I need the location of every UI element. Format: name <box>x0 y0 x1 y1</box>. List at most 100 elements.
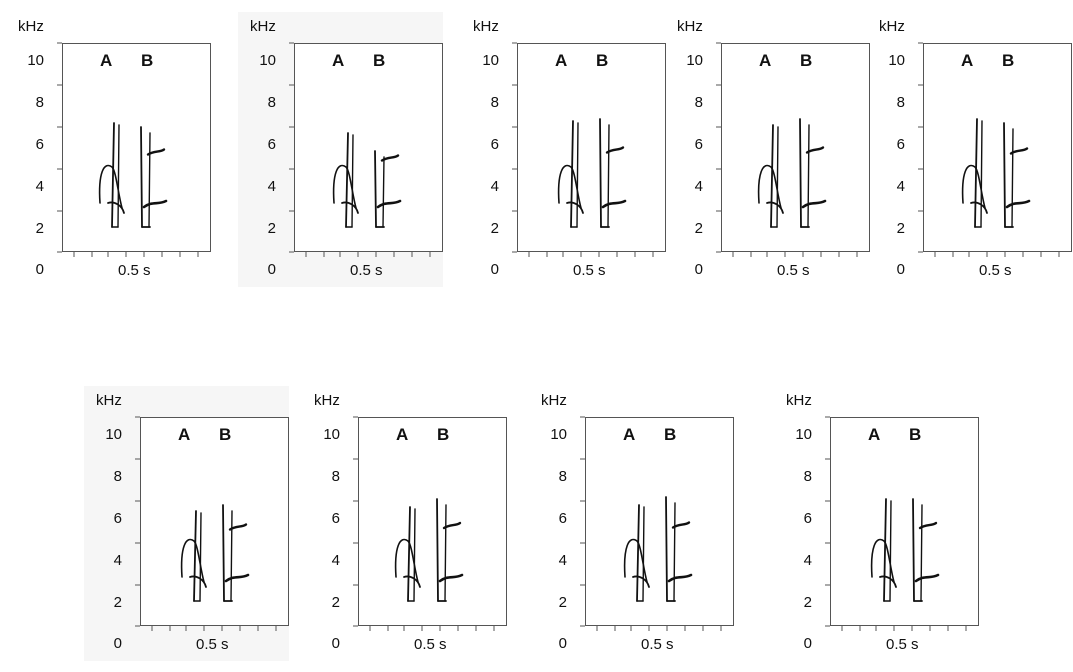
note-b-lower <box>667 573 693 583</box>
x-axis-scale-label: 0.5 s <box>196 636 229 653</box>
sonogram-traces <box>289 42 431 257</box>
note-label-a: A <box>100 51 113 70</box>
y-tick-label: 6 <box>113 510 122 527</box>
note-a-stroke-left <box>636 504 640 602</box>
note-b-upper <box>380 154 400 162</box>
sonogram-traces <box>825 416 967 631</box>
y-tick-label: 2 <box>35 220 44 237</box>
x-axis-scale-label: 0.5 s <box>350 262 383 279</box>
sonogram-figure: kHz 10 8 6 4 2 0 A B 0.5 s kHz 10 8 6 4 2 0 A B 0.5 s kHz 10 8… <box>18 18 1073 653</box>
note-b-lower <box>1005 199 1031 209</box>
sonogram-traces <box>716 42 858 257</box>
x-axis-scale-label: 0.5 s <box>641 636 674 653</box>
note-a-stroke-right <box>776 126 779 228</box>
note-label-b: B <box>909 425 922 444</box>
note-a-stroke-left <box>974 118 978 228</box>
y-tick-label: 0 <box>490 261 499 278</box>
note-a-mid <box>879 575 897 588</box>
sonogram-panel: kHz 10 8 6 4 2 0 A B 0.5 s <box>677 18 907 298</box>
note-b-stroke-right <box>807 124 810 228</box>
note-b-stroke-right <box>382 156 385 228</box>
note-a-stroke-left <box>770 124 774 228</box>
sonogram-panel: kHz 10 8 6 4 2 0 A B 0.5 s <box>314 392 544 672</box>
note-label-a: A <box>555 51 568 70</box>
y-tick-label: 10 <box>482 52 499 69</box>
note-b-stroke-left <box>799 118 802 228</box>
note-b-stroke-left <box>912 498 915 602</box>
note-a-mid <box>341 201 359 214</box>
y-tick-label: 4 <box>267 178 276 195</box>
sonogram-traces <box>580 416 722 631</box>
y-tick-label: 0 <box>558 635 567 652</box>
note-b-lower <box>914 573 940 583</box>
note-b-stroke-right <box>1011 128 1014 228</box>
note-a-stroke-left <box>883 498 887 602</box>
sonogram-frame <box>923 43 1072 252</box>
y-tick-label: 8 <box>694 94 703 111</box>
note-label-a: A <box>623 425 636 444</box>
note-b-stroke-right <box>230 510 233 602</box>
note-label-b: B <box>141 51 154 70</box>
y-tick-label: 0 <box>113 635 122 652</box>
note-b-stroke-left <box>374 150 377 228</box>
note-label-b: B <box>596 51 609 70</box>
y-tick-label: 2 <box>896 220 905 237</box>
note-b-upper <box>228 523 248 531</box>
y-tick-label: 8 <box>331 468 340 485</box>
note-b-lower <box>376 199 402 209</box>
x-axis-scale-label: 0.5 s <box>886 636 919 653</box>
y-axis-unit: kHz <box>879 18 905 35</box>
sonogram-frame <box>294 43 443 252</box>
y-tick-label: 4 <box>331 552 340 569</box>
y-tick-label: 10 <box>105 426 122 443</box>
y-tick-label: 8 <box>803 468 812 485</box>
note-label-b: B <box>800 51 813 70</box>
y-axis-unit: kHz <box>18 18 44 35</box>
y-tick-label: 2 <box>558 594 567 611</box>
note-b-stroke-right <box>673 502 676 602</box>
y-tick-label: 2 <box>267 220 276 237</box>
x-axis-scale-label: 0.5 s <box>573 262 606 279</box>
y-axis-unit: kHz <box>677 18 703 35</box>
y-tick-label: 8 <box>558 468 567 485</box>
note-a-stroke-left <box>345 132 349 228</box>
sonogram-panel: kHz 10 8 6 4 2 0 A B 0.5 s <box>84 386 326 672</box>
note-b-stroke-left <box>665 496 668 602</box>
x-axis-scale-label: 0.5 s <box>777 262 810 279</box>
note-a-stroke-right <box>351 134 354 228</box>
sonogram-frame <box>358 417 507 626</box>
note-label-b: B <box>373 51 386 70</box>
sonogram-traces <box>57 42 199 257</box>
sonogram-frame <box>62 43 211 252</box>
note-label-a: A <box>178 425 191 444</box>
y-tick-label: 6 <box>558 510 567 527</box>
note-b-lower <box>601 199 627 209</box>
sonogram-frame <box>140 417 289 626</box>
note-b-upper <box>671 521 691 529</box>
y-tick-label: 2 <box>331 594 340 611</box>
note-b-stroke-left <box>140 126 143 228</box>
note-b-stroke-right <box>148 132 151 228</box>
note-a-mid <box>403 575 421 588</box>
y-tick-label: 6 <box>803 510 812 527</box>
note-label-a: A <box>961 51 974 70</box>
sonogram-panel: kHz 10 8 6 4 2 0 A B 0.5 s <box>786 392 1016 672</box>
y-tick-label: 6 <box>331 510 340 527</box>
sonogram-traces <box>353 416 495 631</box>
note-label-b: B <box>664 425 677 444</box>
y-tick-label: 4 <box>558 552 567 569</box>
y-tick-label: 10 <box>259 52 276 69</box>
note-a-stroke-right <box>199 512 202 602</box>
sonogram-panel: kHz 10 8 6 4 2 0 A B 0.5 s <box>541 392 771 672</box>
y-tick-label: 6 <box>490 136 499 153</box>
y-axis-unit: kHz <box>541 392 567 409</box>
note-label-b: B <box>219 425 232 444</box>
x-axis-scale-label: 0.5 s <box>979 262 1012 279</box>
sonogram-panel: kHz 10 8 6 4 2 0 A B 0.5 s <box>879 18 1073 298</box>
y-tick-label: 2 <box>803 594 812 611</box>
y-tick-label: 10 <box>323 426 340 443</box>
y-tick-label: 8 <box>35 94 44 111</box>
y-tick-label: 0 <box>35 261 44 278</box>
y-tick-label: 2 <box>490 220 499 237</box>
y-tick-label: 8 <box>267 94 276 111</box>
